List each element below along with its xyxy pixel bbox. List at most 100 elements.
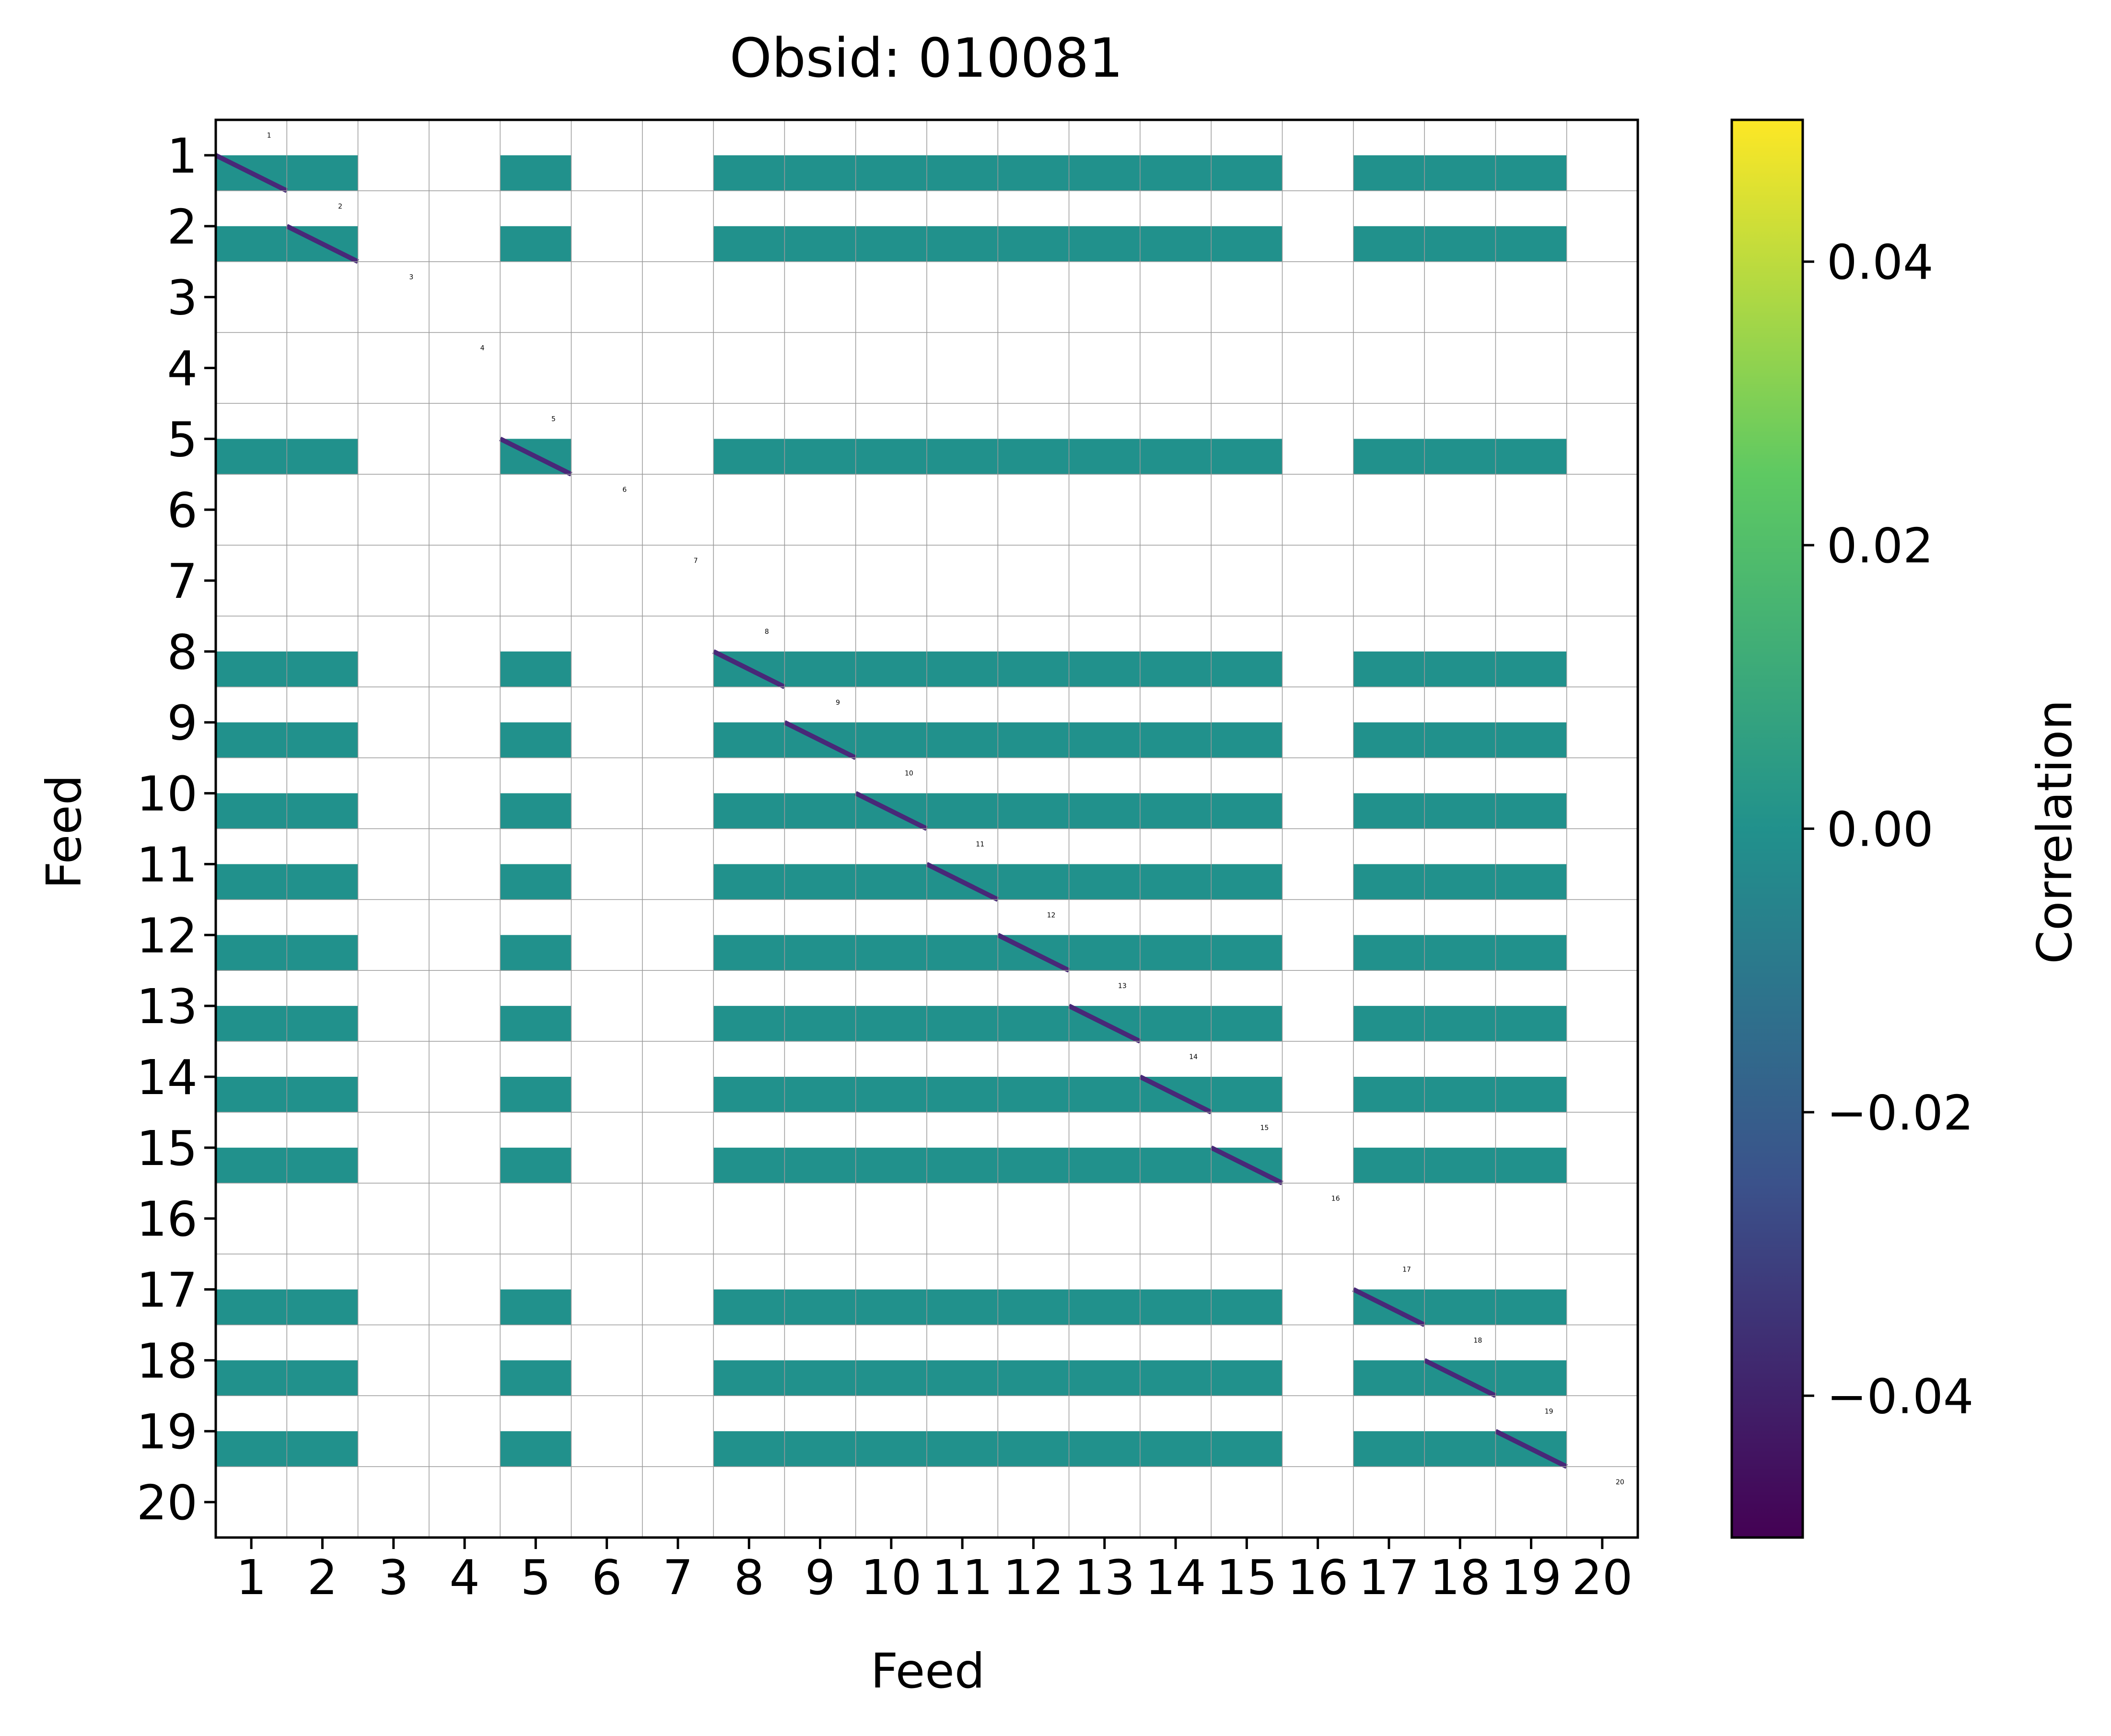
cell-label-12: 12 xyxy=(1047,911,1056,919)
heatmap-block-17-2 xyxy=(287,1289,358,1325)
heatmap-block-17-1 xyxy=(216,1289,287,1325)
heatmap-block-19-11 xyxy=(927,1431,998,1467)
x-axis-label: Feed xyxy=(871,1643,985,1699)
heatmap-block-1-8 xyxy=(713,155,785,191)
heatmap-block-12-13 xyxy=(1069,935,1140,971)
cell-label-2: 2 xyxy=(338,203,342,210)
diagonal-blocks xyxy=(214,153,1568,1469)
heatmap-block-11-18 xyxy=(1424,864,1496,900)
heatmap-block-10-12 xyxy=(998,793,1069,829)
heatmap-block-17-10 xyxy=(855,1289,927,1325)
heatmap-block-2-15 xyxy=(1211,226,1283,262)
heatmap-block-19-17 xyxy=(1353,1431,1425,1467)
x-tick-label-9: 9 xyxy=(805,1550,836,1606)
heatmap-block-13-17 xyxy=(1353,1006,1425,1042)
heatmap-block-19-18 xyxy=(1424,1431,1496,1467)
heatmap-block-17-15 xyxy=(1211,1289,1283,1325)
heatmap-block-11-9 xyxy=(784,864,856,900)
heatmap-block-17-13 xyxy=(1069,1289,1140,1325)
heatmap-block-13-10 xyxy=(855,1006,927,1042)
heatmap-block-11-2 xyxy=(287,864,358,900)
heatmap-block-9-1 xyxy=(216,722,287,758)
heatmap-block-10-17 xyxy=(1353,793,1425,829)
cell-label-18: 18 xyxy=(1473,1337,1482,1344)
heatmap-block-9-12 xyxy=(998,722,1069,758)
heatmap-block-9-18 xyxy=(1424,722,1496,758)
diagonal-line-1 xyxy=(214,153,288,193)
heatmap-block-14-1 xyxy=(216,1076,287,1112)
y-tick-label-12: 12 xyxy=(137,908,198,964)
x-tick-label-19: 19 xyxy=(1501,1550,1562,1606)
y-tick-label-13: 13 xyxy=(137,979,198,1035)
x-tick-label-15: 15 xyxy=(1216,1550,1277,1606)
x-tick-label-20: 20 xyxy=(1572,1550,1633,1606)
diagonal-line-5 xyxy=(499,436,572,477)
heatmap-block-2-18 xyxy=(1424,226,1496,262)
heatmap-block-13-14 xyxy=(1140,1006,1212,1042)
heatmap-block-18-5 xyxy=(500,1360,571,1396)
cell-label-14: 14 xyxy=(1189,1053,1198,1061)
heatmap-block-9-17 xyxy=(1353,722,1425,758)
heatmap-block-19-10 xyxy=(855,1431,927,1467)
heatmap-block-9-10 xyxy=(855,722,927,758)
heatmap-block-18-19 xyxy=(1495,1360,1567,1396)
heatmap-block-10-19 xyxy=(1495,793,1567,829)
heatmap-block-19-5 xyxy=(500,1431,571,1467)
x-tick-label-3: 3 xyxy=(378,1550,409,1606)
heatmap-block-9-19 xyxy=(1495,722,1567,758)
heatmap-block-18-9 xyxy=(784,1360,856,1396)
heatmap-block-2-10 xyxy=(855,226,927,262)
y-axis-label: Feed xyxy=(36,775,92,889)
heatmap-block-13-8 xyxy=(713,1006,785,1042)
heatmap-block-19-15 xyxy=(1211,1431,1283,1467)
x-tick-label-18: 18 xyxy=(1430,1550,1491,1606)
plot-frame xyxy=(214,118,1639,1539)
heatmap-block-14-12 xyxy=(998,1076,1069,1112)
heatmap-block-19-9 xyxy=(784,1431,856,1467)
heatmap-block-1-10 xyxy=(855,155,927,191)
heatmap-block-15-9 xyxy=(784,1147,856,1183)
diagonal-line-15 xyxy=(1210,1145,1283,1186)
y-tick-label-9: 9 xyxy=(167,695,198,751)
heatmap-block-18-17 xyxy=(1353,1360,1425,1396)
x-tick-label-10: 10 xyxy=(861,1550,921,1606)
heatmap-block-10-14 xyxy=(1140,793,1212,829)
chart-title: Obsid: 010081 xyxy=(730,27,1123,90)
heatmap-block-12-18 xyxy=(1424,935,1496,971)
heatmap-block-10-15 xyxy=(1211,793,1283,829)
heatmap-block-15-18 xyxy=(1424,1147,1496,1183)
heatmap-block-12-1 xyxy=(216,935,287,971)
heatmap-block-11-17 xyxy=(1353,864,1425,900)
diagonal-line-13 xyxy=(1068,1003,1142,1044)
heatmap-block-1-2 xyxy=(287,155,358,191)
cell-label-8: 8 xyxy=(765,628,769,636)
heatmap-block-8-2 xyxy=(287,651,358,687)
cell-label-6: 6 xyxy=(622,486,627,494)
diagonal-line-2 xyxy=(286,224,359,264)
heatmap-block-18-2 xyxy=(287,1360,358,1396)
heatmap-block-1-17 xyxy=(1353,155,1425,191)
heatmap-block-14-13 xyxy=(1069,1076,1140,1112)
heatmap-block-10-13 xyxy=(1069,793,1140,829)
heatmap-block-9-2 xyxy=(287,722,358,758)
colorbar xyxy=(1730,118,1804,1539)
cell-label-17: 17 xyxy=(1402,1266,1411,1274)
heatmap-block-1-18 xyxy=(1424,155,1496,191)
heatmap-block-9-8 xyxy=(713,722,785,758)
heatmap-block-2-17 xyxy=(1353,226,1425,262)
x-tick-label-12: 12 xyxy=(1003,1550,1064,1606)
y-tick-label-7: 7 xyxy=(167,553,198,609)
y-tick-label-19: 19 xyxy=(137,1404,198,1460)
heatmap-block-10-8 xyxy=(713,793,785,829)
heatmap-block-15-10 xyxy=(855,1147,927,1183)
y-tick-label-15: 15 xyxy=(137,1120,198,1177)
heatmap-block-15-13 xyxy=(1069,1147,1140,1183)
y-tick-label-14: 14 xyxy=(137,1049,198,1106)
heatmap-block-15-8 xyxy=(713,1147,785,1183)
heatmap-block-5-2 xyxy=(287,439,358,475)
heatmap-block-18-12 xyxy=(998,1360,1069,1396)
heatmap-block-8-17 xyxy=(1353,651,1425,687)
heatmap-block-5-8 xyxy=(713,439,785,475)
heatmap-block-14-15 xyxy=(1211,1076,1283,1112)
heatmap-block-15-17 xyxy=(1353,1147,1425,1183)
